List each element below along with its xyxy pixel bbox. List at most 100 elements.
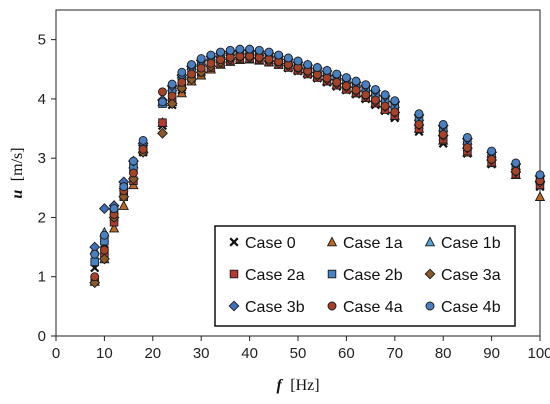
data-point — [370, 95, 380, 105]
legend-marker — [228, 300, 240, 312]
y-tick-label: 2 — [38, 209, 46, 226]
legend-item: Case 4a — [327, 299, 403, 316]
data-point — [177, 67, 187, 77]
legend-item: Case 3a — [424, 267, 501, 284]
data-point — [119, 182, 129, 192]
legend-item: Case 0 — [229, 235, 296, 252]
legend-label: Case 1b — [441, 235, 501, 252]
data-point — [118, 200, 129, 210]
data-point — [167, 79, 177, 89]
data-point — [138, 135, 148, 145]
legend-label: Case 2b — [343, 267, 403, 284]
data-point — [361, 80, 371, 90]
data-point — [109, 204, 119, 214]
y-axis-variable: u — [9, 190, 26, 199]
legend-marker — [229, 269, 239, 279]
data-point — [158, 97, 167, 107]
x-tick-label: 60 — [338, 345, 355, 362]
data-point — [187, 69, 196, 79]
x-tick-label: 70 — [386, 345, 403, 362]
data-point — [166, 98, 178, 110]
legend-item: Case 3b — [228, 299, 305, 316]
x-tick-label: 0 — [52, 345, 60, 362]
legend-box — [214, 225, 516, 327]
data-point — [535, 170, 545, 180]
data-point — [186, 73, 197, 85]
data-point — [128, 156, 138, 166]
legend-label: Case 3b — [245, 299, 305, 316]
legend-label: Case 4a — [343, 299, 403, 316]
data-point — [341, 81, 351, 91]
data-point — [390, 96, 400, 106]
data-point — [254, 45, 264, 55]
data-point — [511, 166, 521, 176]
data-point — [414, 109, 424, 119]
data-point — [351, 76, 361, 86]
data-point — [128, 168, 138, 178]
data-point — [235, 44, 245, 54]
data-point — [216, 55, 226, 65]
legend: Case 0 Case 1a Case 1b Case 2a Case 2b Case 3… — [214, 225, 516, 327]
y-tick-label: 0 — [38, 328, 46, 345]
legend-item: Case 2b — [327, 267, 403, 284]
data-point — [414, 119, 424, 129]
data-point — [322, 66, 332, 75]
data-point — [264, 47, 274, 57]
data-point — [332, 69, 342, 79]
legend-marker-stroke-b — [229, 237, 239, 247]
data-point — [245, 44, 255, 54]
x-tick-label: 100 — [527, 345, 550, 362]
x-tick-label: 10 — [96, 345, 113, 362]
data-point — [98, 253, 110, 265]
data-point — [303, 60, 313, 69]
legend-label: Case 3a — [441, 267, 501, 284]
data-point — [341, 73, 351, 83]
data-point — [361, 90, 371, 100]
x-axis-title: f [Hz] — [276, 377, 319, 394]
data-point — [274, 50, 284, 60]
legend-label: Case 4b — [441, 299, 501, 316]
x-axis-unit: [Hz] — [290, 377, 319, 394]
legend-item: Case 2a — [229, 267, 305, 284]
data-point — [158, 87, 167, 97]
legend-label: Case 0 — [245, 235, 296, 252]
y-tick-label: 3 — [38, 150, 46, 167]
data-point — [322, 73, 332, 83]
legend-item: Case 4b — [425, 299, 501, 316]
x-tick-label: 40 — [241, 345, 258, 362]
data-point — [487, 146, 497, 156]
data-point — [462, 132, 472, 142]
legend-marker — [425, 301, 435, 311]
x-tick-label: 20 — [144, 345, 161, 362]
legend-marker — [229, 237, 239, 247]
data-point — [177, 77, 187, 87]
data-point — [187, 60, 196, 69]
y-axis-title: u [m/s] — [9, 147, 26, 198]
data-point — [216, 47, 226, 57]
data-point — [351, 85, 361, 95]
data-point — [167, 91, 177, 101]
legend-marker — [424, 236, 436, 247]
y-axis-ticks: 0 1 2 3 4 5 — [38, 32, 56, 345]
legend-marker — [326, 236, 338, 247]
data-point — [118, 191, 130, 203]
data-point — [380, 101, 390, 111]
legend-item: Case 1a — [326, 235, 403, 252]
legend-item: Case 1b — [424, 235, 501, 252]
data-point — [534, 191, 546, 201]
y-tick-label: 1 — [38, 269, 46, 286]
data-point — [158, 118, 167, 127]
y-axis-unit: [m/s] — [9, 147, 26, 181]
data-point — [99, 245, 109, 255]
series-case-4a — [90, 51, 545, 282]
data-point — [462, 143, 472, 152]
y-tick-label: 4 — [38, 91, 46, 108]
x-axis-ticks: 0 10 20 30 40 50 60 70 80 90 100 — [52, 336, 550, 362]
data-point — [225, 45, 235, 55]
data-point — [206, 50, 216, 60]
data-point — [138, 144, 148, 154]
data-point — [370, 84, 380, 94]
x-axis-variable: f — [276, 377, 283, 394]
data-point — [332, 77, 342, 87]
